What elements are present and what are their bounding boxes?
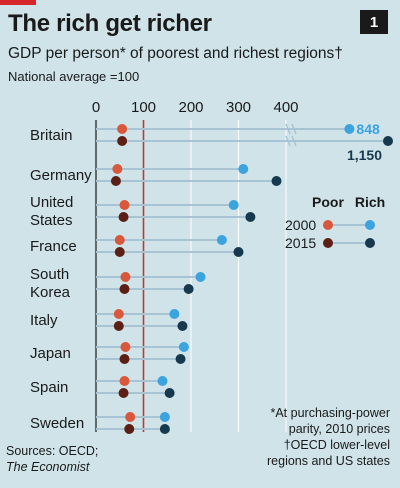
dot-rich-2015-united-states bbox=[245, 212, 256, 222]
legend-year-2015: 2015 bbox=[285, 235, 316, 251]
accent-bar bbox=[0, 0, 36, 5]
dot-rich-2015-britain bbox=[383, 136, 393, 146]
x-tick-label: 400 bbox=[273, 99, 298, 116]
data-label-rich-2015-britain: 1,150 bbox=[347, 147, 382, 163]
dot-poor-2015-italy bbox=[113, 321, 124, 331]
category-label-spain: Spain bbox=[30, 379, 68, 396]
footnote-line: †OECD lower-level bbox=[283, 438, 390, 452]
dot-poor-2015-spain bbox=[118, 388, 129, 398]
dot-rich-2000-germany bbox=[238, 164, 249, 174]
legend-poor-label: Poor bbox=[312, 194, 344, 210]
axis-break-mark bbox=[291, 123, 297, 135]
data-label-rich-2000-britain: 848 bbox=[356, 121, 380, 137]
chart-subtitle: GDP per person* of poorest and richest r… bbox=[8, 45, 343, 62]
axis-break-mark bbox=[285, 135, 291, 147]
sources-publication: The Economist bbox=[6, 460, 90, 474]
dot-poor-2000-japan bbox=[120, 342, 131, 352]
dot-poor-2000-sweden bbox=[125, 412, 136, 422]
dot-rich-2015-south-korea bbox=[183, 284, 194, 294]
category-label-united-states: States bbox=[30, 212, 73, 229]
dot-rich-2000-britain bbox=[344, 124, 355, 134]
dot-rich-2015-sweden bbox=[159, 424, 170, 434]
legend-dot-poor-2015 bbox=[323, 238, 333, 248]
category-label-italy: Italy bbox=[30, 312, 58, 329]
dot-poor-2000-germany bbox=[112, 164, 123, 174]
x-tick-label: 100 bbox=[131, 99, 156, 116]
legend-dot-rich-2000 bbox=[365, 220, 375, 230]
category-label-united-states: United bbox=[30, 194, 73, 211]
dot-rich-2000-japan bbox=[178, 342, 189, 352]
dot-rich-2015-spain bbox=[164, 388, 175, 398]
dot-poor-2015-japan bbox=[119, 354, 130, 364]
sources: Sources: OECD; The Economist bbox=[6, 443, 98, 475]
chart-note: National average =100 bbox=[8, 69, 140, 84]
dot-poor-2015-united-states bbox=[118, 212, 129, 222]
dot-rich-2000-france bbox=[216, 235, 227, 245]
dot-poor-2000-united-states bbox=[119, 200, 130, 210]
dot-rich-2000-united-states bbox=[228, 200, 239, 210]
axis-break-mark bbox=[285, 123, 291, 135]
dot-poor-2000-france bbox=[114, 235, 125, 245]
dot-poor-2015-sweden bbox=[124, 424, 135, 434]
category-label-france: France bbox=[30, 238, 77, 255]
dot-poor-2015-britain bbox=[117, 136, 128, 146]
footnote-line: regions and US states bbox=[267, 454, 390, 468]
dot-poor-2015-germany bbox=[110, 176, 121, 186]
legend-dot-rich-2015 bbox=[365, 238, 375, 248]
dot-poor-2000-britain bbox=[117, 124, 128, 134]
dot-poor-2015-south-korea bbox=[119, 284, 130, 294]
chart-number-badge: 1 bbox=[360, 10, 388, 34]
legend-rich-label: Rich bbox=[355, 194, 385, 210]
dot-poor-2000-italy bbox=[113, 309, 124, 319]
dot-poor-2015-france bbox=[114, 247, 125, 257]
category-label-sweden: Sweden bbox=[30, 415, 84, 432]
footnote-line: *At purchasing-power bbox=[270, 406, 390, 420]
category-label-britain: Britain bbox=[30, 127, 73, 144]
x-tick-label: 0 bbox=[92, 99, 100, 116]
axis-break-mark bbox=[291, 135, 297, 147]
dot-rich-2000-sweden bbox=[159, 412, 170, 422]
dot-rich-2015-germany bbox=[271, 176, 282, 186]
dot-poor-2000-south-korea bbox=[120, 272, 131, 282]
category-label-south-korea: Korea bbox=[30, 284, 71, 301]
chart-title: The rich get richer bbox=[8, 10, 212, 37]
footnotes: *At purchasing-power parity, 2010 prices… bbox=[230, 405, 390, 469]
x-tick-label: 200 bbox=[178, 99, 203, 116]
x-tick-label: 300 bbox=[226, 99, 251, 116]
footnote-line: parity, 2010 prices bbox=[288, 422, 390, 436]
dot-rich-2015-italy bbox=[177, 321, 188, 331]
dot-rich-2000-south-korea bbox=[195, 272, 206, 282]
category-label-germany: Germany bbox=[30, 167, 92, 184]
dot-rich-2015-france bbox=[233, 247, 244, 257]
legend-dot-poor-2000 bbox=[323, 220, 333, 230]
dot-rich-2000-italy bbox=[169, 309, 180, 319]
legend-year-2000: 2000 bbox=[285, 217, 316, 233]
category-label-japan: Japan bbox=[30, 345, 71, 362]
sources-label: Sources: OECD; bbox=[6, 444, 99, 458]
category-label-south-korea: South bbox=[30, 266, 69, 283]
dot-rich-2015-japan bbox=[175, 354, 186, 364]
dot-poor-2000-spain bbox=[119, 376, 130, 386]
dot-rich-2000-spain bbox=[157, 376, 168, 386]
